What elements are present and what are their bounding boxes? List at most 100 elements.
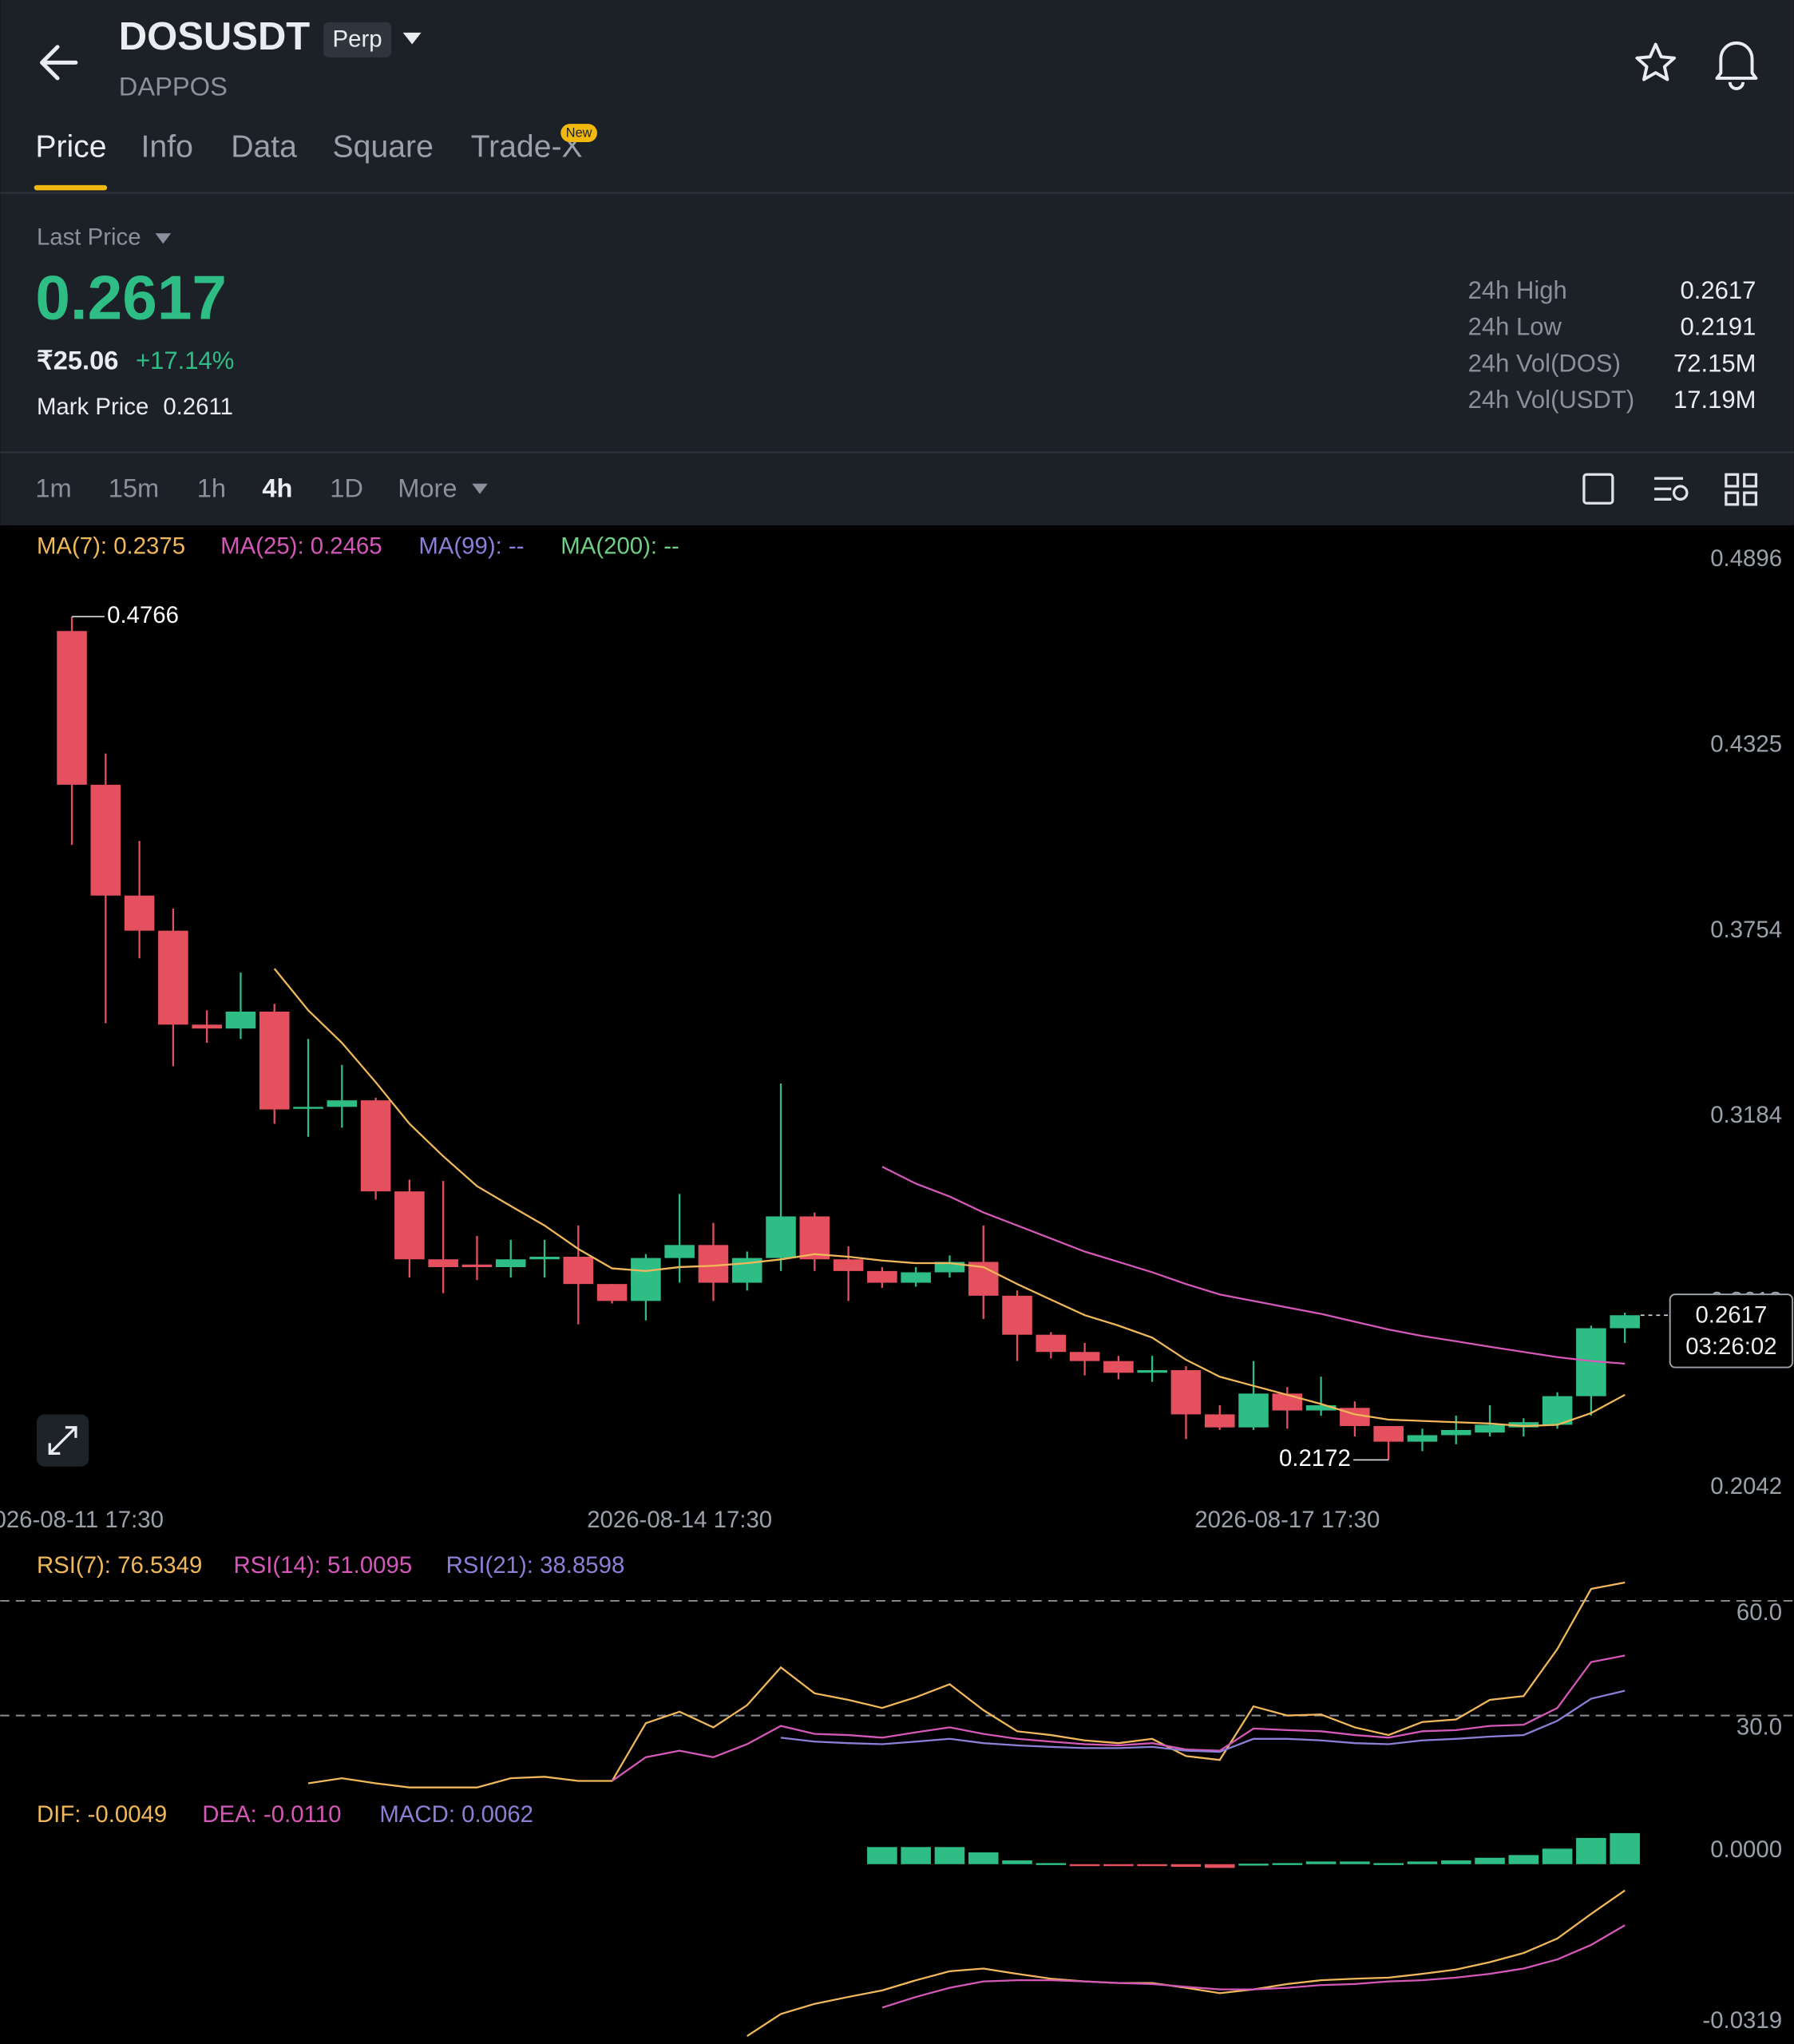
tab[interactable]: Info [141, 129, 193, 164]
interval-more[interactable]: More [398, 473, 457, 503]
candle-body [360, 1100, 391, 1192]
candle-body [192, 1024, 222, 1029]
candle-body [1407, 1435, 1438, 1442]
tab[interactable]: Square [333, 129, 434, 164]
legend-entry: MA(200): -- [560, 533, 679, 559]
candle-body [766, 1216, 796, 1258]
favorite-button[interactable] [1635, 42, 1677, 81]
legend-entry: MA(7): 0.2375 [37, 533, 185, 559]
candle-body [90, 784, 121, 896]
legend-entry: RSI(21): 38.8598 [446, 1552, 625, 1579]
interval[interactable]: 1D [330, 473, 363, 503]
stat-value: 17.19M [1673, 386, 1756, 414]
price-change: +17.14% [136, 347, 234, 374]
last-price: 0.2617 [35, 262, 227, 332]
histogram-bar [1069, 1864, 1100, 1867]
symbol-dropdown[interactable] [402, 32, 422, 45]
candle-body [293, 1107, 323, 1109]
tool-icon[interactable] [1725, 491, 1740, 506]
indicator-line [307, 1581, 1626, 1788]
perp-badge-text: Perp [333, 26, 382, 52]
more-dropdown[interactable] [472, 483, 488, 494]
histogram-bar [901, 1847, 931, 1864]
mark-price-label: Mark Price [37, 394, 149, 420]
back-button[interactable] [40, 45, 78, 81]
interval[interactable]: 1h [197, 473, 226, 503]
candle-body [124, 895, 155, 931]
candle-body [529, 1256, 560, 1260]
back-icon [40, 45, 78, 81]
last-price-box [1669, 1293, 1794, 1369]
tab[interactable]: Price [35, 129, 106, 164]
candle-body [1002, 1295, 1032, 1335]
x-tick-label: 2026-08-14 17:30 [587, 1507, 772, 1533]
stat-label: 24h Vol(DOS) [1468, 349, 1621, 377]
stat-value: 0.2617 [1681, 276, 1756, 304]
tool-icon[interactable] [1582, 473, 1614, 505]
legend-entry: MACD: 0.0062 [379, 1801, 533, 1828]
interval[interactable]: 1m [35, 473, 71, 503]
fiat-price: ₹25.06 [37, 346, 118, 375]
candle-body [1069, 1352, 1100, 1361]
histogram-bar [1272, 1863, 1303, 1865]
legend-entry: DEA: -0.0110 [202, 1801, 341, 1828]
histogram-bar [1508, 1855, 1539, 1864]
histogram-bar [1542, 1848, 1573, 1864]
tool-icon[interactable] [1654, 477, 1683, 501]
tab[interactable]: Data [231, 129, 297, 164]
histogram-bar [1238, 1864, 1269, 1866]
legend-entry: MA(25): 0.2465 [220, 533, 382, 559]
candle-body [1508, 1422, 1539, 1428]
x-tick-label: 2026-08-11 17:30 [0, 1507, 164, 1533]
candle-body [596, 1284, 628, 1301]
expand-icon [48, 1426, 77, 1456]
legend-entry: MA(99): -- [418, 533, 524, 559]
candle-body [327, 1100, 358, 1107]
perp-badge [323, 22, 392, 57]
tool-icon[interactable] [1743, 491, 1758, 506]
histogram-bar [1340, 1861, 1370, 1864]
tool-icon[interactable] [1743, 473, 1758, 488]
y-tick-label: 0.4325 [1710, 731, 1782, 758]
mark-price: 0.2611 [163, 394, 233, 420]
stat-value: 0.2191 [1681, 313, 1756, 341]
legend-entry: DIF: -0.0049 [37, 1801, 167, 1828]
candle-body [1103, 1361, 1134, 1373]
candle-body [259, 1012, 290, 1110]
histogram-bar [1440, 1860, 1471, 1864]
y-tick-label: 60.0 [1737, 1599, 1782, 1626]
expand-button[interactable] [36, 1414, 89, 1467]
candle-body [901, 1272, 931, 1283]
candle-body [799, 1216, 830, 1260]
histogram-bar [934, 1847, 965, 1864]
symbol-title[interactable]: DOSUSDT [119, 15, 311, 58]
interval[interactable]: 15m [109, 473, 159, 503]
y-tick-label: 0.3754 [1710, 917, 1782, 943]
candle-body [1272, 1393, 1303, 1411]
histogram-bar [1036, 1863, 1067, 1865]
candle-body [1137, 1370, 1167, 1373]
y-tick-label: -0.0319 [1702, 2007, 1782, 2034]
price-type-label[interactable]: Last Price [37, 224, 141, 251]
candle-body [57, 631, 87, 785]
header-background [0, 0, 1794, 525]
candle-body [1475, 1424, 1505, 1433]
countdown: 03:26:02 [1685, 1333, 1776, 1360]
candle-body [1170, 1370, 1202, 1415]
interval-active[interactable]: 4h [262, 473, 292, 503]
active-tab-underline [34, 184, 108, 191]
price-type-dropdown[interactable] [155, 233, 172, 244]
low-label: 0.2172 [1279, 1445, 1351, 1472]
indicator-line [881, 1924, 1626, 2009]
chart-tools [1582, 473, 1758, 506]
candle-body [1238, 1393, 1269, 1428]
histogram-bar [1002, 1860, 1032, 1864]
tool-icon[interactable] [1672, 485, 1689, 501]
candle-body [664, 1245, 695, 1258]
alert-button[interactable] [1715, 42, 1758, 90]
candle-body [1542, 1396, 1573, 1425]
indicator-line [611, 1654, 1626, 1782]
new-badge-text: New [566, 126, 592, 141]
tool-icon[interactable] [1725, 473, 1740, 488]
